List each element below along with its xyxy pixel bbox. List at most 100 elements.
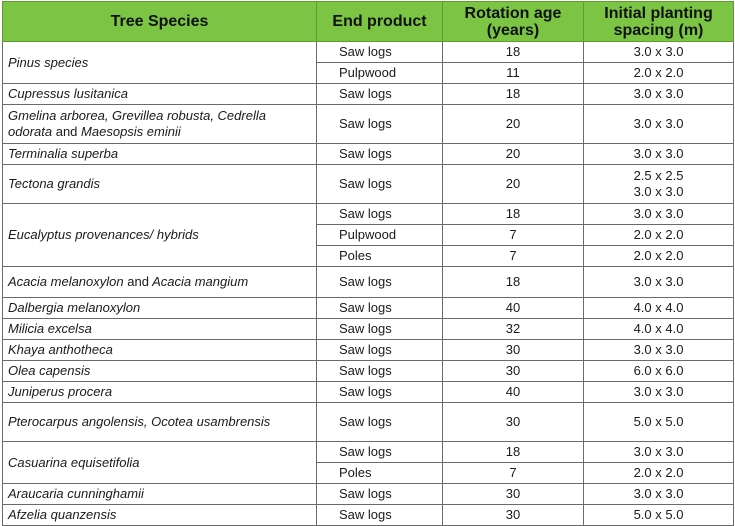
spacing-cell: 5.0 x 5.0 <box>583 504 734 526</box>
table-row: Casuarina equisetifolia Saw logs 18 3.0 … <box>2 441 734 484</box>
rotation-age-cell: 20 <box>442 164 584 204</box>
species-text: Gmelina arborea, Grevillea robusta, Cedr… <box>8 108 266 139</box>
rotation-age-cell: 18 <box>442 83 584 105</box>
spacing-cell: 3.0 x 3.0 <box>583 339 734 361</box>
table-row: Pterocarpus angolensis, Ocotea usambrens… <box>2 402 734 442</box>
table-row: Eucalyptus provenances/ hybrids Saw logs… <box>2 203 734 267</box>
end-product-cell: Saw logs <box>316 318 443 340</box>
rotation-age-cell: 7 <box>442 245 584 267</box>
species-cell: Pinus species <box>2 41 317 84</box>
species-cell: Dalbergia melanoxylon <box>2 297 317 319</box>
rotation-age-cell: 7 <box>442 224 584 246</box>
species-cell: Olea capensis <box>2 360 317 382</box>
rotation-age-cell: 40 <box>442 297 584 319</box>
species-cell: Afzelia quanzensis <box>2 504 317 526</box>
end-product-cell: Poles <box>316 462 443 484</box>
end-product-cell: Saw logs <box>316 504 443 526</box>
species-cell: Eucalyptus provenances/ hybrids <box>2 203 317 267</box>
species-cell: Pterocarpus angolensis, Ocotea usambrens… <box>2 402 317 442</box>
end-product-cell: Saw logs <box>316 483 443 505</box>
spacing-cell: 3.0 x 3.0 <box>583 143 734 165</box>
species-cell: Terminalia superba <box>2 143 317 165</box>
spacing-cell: 2.0 x 2.0 <box>583 224 734 246</box>
header-initial-spacing: Initial planting spacing (m) <box>583 1 734 42</box>
spacing-cell: 3.0 x 3.0 <box>583 266 734 298</box>
spacing-cell: 4.0 x 4.0 <box>583 318 734 340</box>
spacing-value: 2.5 x 2.5 <box>633 168 684 183</box>
end-product-cell: Saw logs <box>316 339 443 361</box>
end-product-cell: Saw logs <box>316 41 443 63</box>
end-product-cell: Saw logs <box>316 360 443 382</box>
header-row: Tree Species End product Rotation age (y… <box>2 1 734 42</box>
end-product-cell: Saw logs <box>316 402 443 442</box>
end-product-cell: Saw logs <box>316 203 443 225</box>
table-row: Olea capensis Saw logs 30 6.0 x 6.0 <box>2 360 734 382</box>
end-product-cell: Pulpwood <box>316 62 443 84</box>
species-cell: Cupressus lusitanica <box>2 83 317 105</box>
rotation-age-cell: 18 <box>442 441 584 463</box>
species-conjunction: and <box>55 124 78 139</box>
species-cell: Acacia melanoxylon and Acacia mangium <box>2 266 317 298</box>
spacing-cell: 6.0 x 6.0 <box>583 360 734 382</box>
end-product-cell: Saw logs <box>316 297 443 319</box>
rotation-age-cell: 20 <box>442 104 584 144</box>
table-row: Khaya anthotheca Saw logs 30 3.0 x 3.0 <box>2 339 734 361</box>
rotation-age-cell: 30 <box>442 339 584 361</box>
spacing-cell: 3.0 x 3.0 <box>583 203 734 225</box>
rotation-age-cell: 30 <box>442 402 584 442</box>
end-product-cell: Saw logs <box>316 441 443 463</box>
header-tree-species: Tree Species <box>2 1 317 42</box>
species-text: Maesopsis eminii <box>81 124 181 139</box>
spacing-cell: 3.0 x 3.0 <box>583 381 734 403</box>
table-row: Poles 7 2.0 x 2.0 <box>3 462 734 484</box>
header-end-product: End product <box>316 1 443 42</box>
species-cell: Araucaria cunninghamii <box>2 483 317 505</box>
end-product-cell: Saw logs <box>316 104 443 144</box>
species-cell: Gmelina arborea, Grevillea robusta, Cedr… <box>2 104 317 144</box>
table-row: Acacia melanoxylon and Acacia mangium Sa… <box>2 266 734 298</box>
spacing-cell: 3.0 x 3.0 <box>583 41 734 63</box>
end-product-cell: Saw logs <box>316 381 443 403</box>
rotation-age-cell: 18 <box>442 203 584 225</box>
rotation-age-cell: 18 <box>442 41 584 63</box>
spacing-cell: 3.0 x 3.0 <box>583 483 734 505</box>
end-product-cell: Pulpwood <box>316 224 443 246</box>
end-product-cell: Saw logs <box>316 266 443 298</box>
rotation-age-cell: 30 <box>442 483 584 505</box>
spacing-cell: 3.0 x 3.0 <box>583 104 734 144</box>
end-product-cell: Saw logs <box>316 143 443 165</box>
table-row: Araucaria cunninghamii Saw logs 30 3.0 x… <box>2 483 734 505</box>
end-product-cell: Saw logs <box>316 164 443 204</box>
species-cell: Tectona grandis <box>2 164 317 204</box>
table-row: Afzelia quanzensis Saw logs 30 5.0 x 5.0 <box>2 504 734 526</box>
header-rotation-age: Rotation age (years) <box>442 1 584 42</box>
spacing-cell: 2.5 x 2.5 3.0 x 3.0 <box>583 164 734 204</box>
spacing-cell: 3.0 x 3.0 <box>583 83 734 105</box>
spacing-cell: 5.0 x 5.0 <box>583 402 734 442</box>
rotation-age-cell: 20 <box>442 143 584 165</box>
spacing-cell: 2.0 x 2.0 <box>583 245 734 267</box>
table-row: Gmelina arborea, Grevillea robusta, Cedr… <box>2 104 734 144</box>
rotation-age-cell: 30 <box>442 504 584 526</box>
end-product-cell: Saw logs <box>316 83 443 105</box>
spacing-cell: 3.0 x 3.0 <box>583 441 734 463</box>
rotation-age-cell: 30 <box>442 360 584 382</box>
species-text: Acacia melanoxylon <box>8 274 124 289</box>
rotation-age-cell: 40 <box>442 381 584 403</box>
table-row: Milicia excelsa Saw logs 32 4.0 x 4.0 <box>2 318 734 340</box>
spacing-cell: 2.0 x 2.0 <box>583 62 734 84</box>
spacing-value: 3.0 x 3.0 <box>633 184 684 199</box>
rotation-age-cell: 7 <box>442 462 584 484</box>
spacing-cell: 4.0 x 4.0 <box>583 297 734 319</box>
table-row: Tectona grandis Saw logs 20 2.5 x 2.5 3.0… <box>2 164 734 204</box>
species-text: Acacia mangium <box>152 274 249 289</box>
end-product-cell: Poles <box>316 245 443 267</box>
table-row: Juniperus procera Saw logs 40 3.0 x 3.0 <box>2 381 734 403</box>
table-row: Dalbergia melanoxylon Saw logs 40 4.0 x … <box>2 297 734 319</box>
table-row: Terminalia superba Saw logs 20 3.0 x 3.0 <box>2 143 734 165</box>
table-row: Cupressus lusitanica Saw logs 18 3.0 x 3… <box>2 83 734 105</box>
species-cell: Khaya anthotheca <box>2 339 317 361</box>
species-cell: Juniperus procera <box>2 381 317 403</box>
